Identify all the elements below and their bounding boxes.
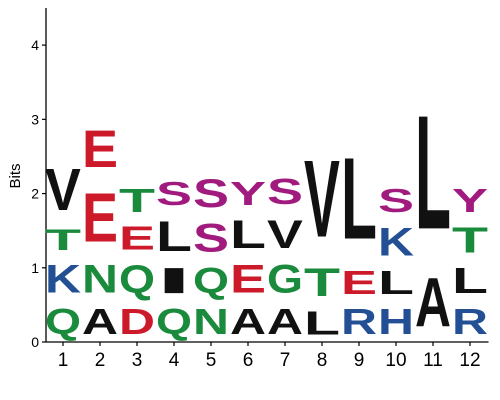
logo-letter: E [82,120,118,178]
logo-letter: S [156,175,192,212]
logo-letter: T [45,223,82,256]
logo-letter: E [230,257,266,301]
y-tick-label: 0 [31,334,39,350]
logo-letter: T [452,220,488,260]
logo-letter: L [304,306,340,343]
logo-letter: E [119,220,155,257]
logo-letter: L [415,81,451,263]
logo-letter: L [378,265,414,302]
x-tick-label: 10 [385,350,406,371]
logo-letter: D [119,301,155,342]
x-axis: 1 2 3 4 5 6 7 8 9 10 11 12 [46,341,489,371]
logo-letter: I [156,261,192,302]
x-tick-label: 1 [58,350,69,371]
y-axis: 0 1 2 3 4 [31,8,47,350]
x-tick-label: 5 [206,350,217,371]
logo-letters: QKTVANEEDQETQILSNQSSAELYAGVSLTVRELHLKSAL… [45,81,488,343]
logo-letter: T [119,183,155,220]
logo-letter: T [304,261,340,305]
x-tick-label: 4 [169,350,180,371]
logo-letter: Q [156,301,192,342]
logo-letter: L [341,135,377,264]
logo-letter: E [341,264,377,301]
y-tick-label: 2 [31,186,39,202]
x-tick-label: 12 [459,350,480,371]
y-tick-label: 4 [31,37,39,53]
x-tick-label: 9 [354,350,365,371]
x-tick-label: 8 [317,350,328,371]
logo-letter: Q [193,260,229,301]
y-axis-label: Bits [7,163,24,188]
logo-letter: R [341,301,377,342]
logo-letter: Q [45,301,81,342]
logo-letter: Y [452,183,488,220]
x-tick-label: 2 [95,350,106,371]
logo-letter: V [304,139,340,261]
y-tick-label: 3 [31,111,39,127]
logo-letter: H [378,301,414,342]
logo-letter: V [267,213,303,258]
logo-letter: L [452,261,488,301]
x-tick-label: 11 [423,350,443,371]
logo-letter: Y [230,175,266,212]
logo-letter: R [452,301,488,342]
logo-letter: S [193,216,229,260]
logo-letter: V [45,158,81,224]
logo-letter: A [415,263,451,341]
logo-letter: A [267,301,303,342]
logo-letter: E [82,180,118,257]
logo-letter: L [230,212,266,256]
x-tick-label: 7 [280,350,291,371]
x-tick-label: 6 [243,350,254,371]
logo-letter: K [378,219,414,264]
logo-letter: G [267,257,303,301]
logo-letter: N [82,256,118,301]
logo-letter: K [45,256,81,301]
logo-letter: A [230,301,266,342]
logo-letter: L [156,212,192,260]
logo-letter: Q [119,257,155,301]
logo-letter: N [193,301,229,342]
logo-letter: A [82,301,118,342]
x-tick-label: 3 [132,350,143,371]
logo-letter: S [267,171,303,212]
logo-letter: S [193,172,229,216]
logo-letter: S [378,183,414,220]
y-tick-label: 1 [31,260,39,276]
